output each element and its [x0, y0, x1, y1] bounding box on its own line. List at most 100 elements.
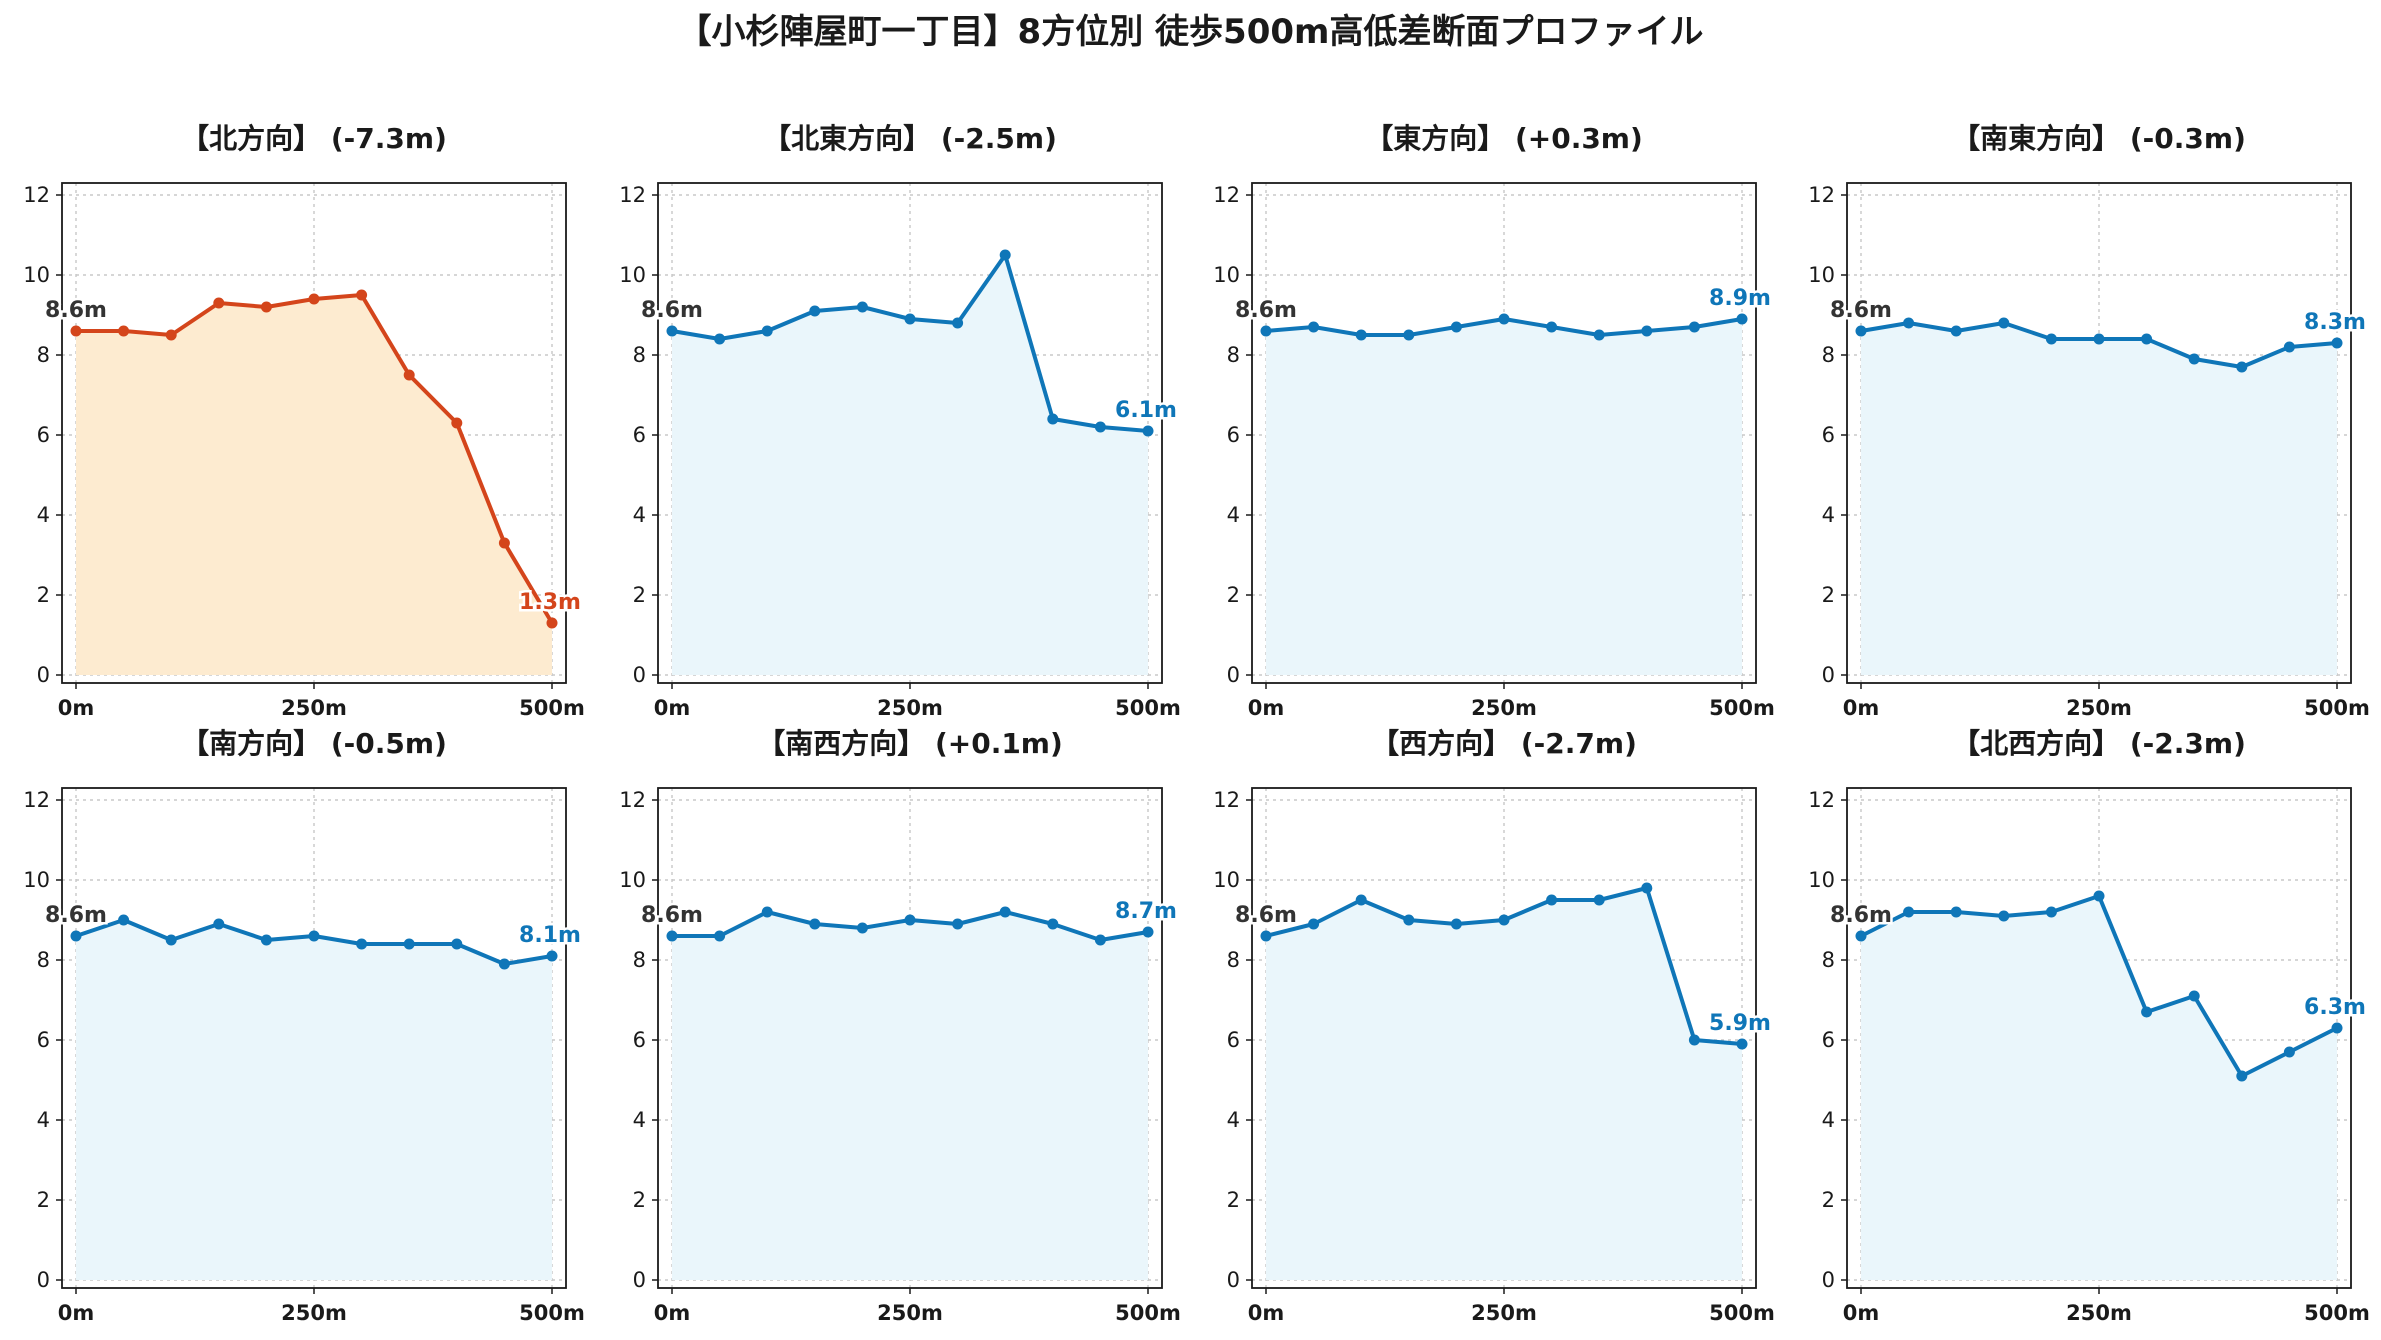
series-line — [76, 293, 554, 625]
data-point — [260, 934, 272, 946]
data-point — [809, 305, 821, 317]
x-tick-label: 250m — [1471, 1301, 1537, 1325]
series-line — [1265, 886, 1743, 1046]
y-tick-label: 2 — [37, 583, 50, 607]
data-point — [1593, 894, 1605, 906]
axes-frame — [657, 787, 1163, 1289]
axes-frame — [1846, 787, 2352, 1289]
panel-title: 【南東方向】 (-0.3m) — [1952, 122, 2246, 155]
data-point — [2093, 890, 2105, 902]
data-point — [403, 369, 415, 381]
y-tick-label: 12 — [619, 788, 646, 812]
data-point — [904, 313, 916, 325]
data-point — [714, 333, 726, 345]
y-tick-label: 6 — [1227, 423, 1240, 447]
series-line — [672, 910, 1149, 942]
y-tick-label: 0 — [633, 1268, 646, 1292]
data-point — [1260, 325, 1272, 337]
grid — [1847, 183, 2351, 683]
data-point — [1260, 930, 1272, 942]
start-value-label: 8.6m — [1235, 903, 1297, 928]
data-point — [308, 293, 320, 305]
x-tick-label: 500m — [1709, 696, 1775, 720]
series-line — [1265, 317, 1743, 337]
y-tick-label: 12 — [619, 183, 646, 207]
series-line — [75, 918, 553, 966]
y-tick-label: 12 — [23, 183, 50, 207]
y-tick-label: 6 — [1822, 423, 1835, 447]
data-point — [451, 417, 463, 429]
y-tick-label: 2 — [1822, 1188, 1835, 1212]
data-point — [1142, 425, 1154, 437]
data-point — [1688, 321, 1700, 333]
y-tick-label: 2 — [633, 1188, 646, 1212]
y-tick-label: 4 — [37, 503, 50, 527]
axes-frame — [1251, 182, 1757, 684]
data-point — [1998, 910, 2010, 922]
area-fill — [1266, 319, 1742, 675]
x-tick-label: 500m — [519, 696, 585, 720]
y-tick-label: 4 — [1822, 503, 1835, 527]
data-point — [999, 906, 1011, 918]
end-value-label: 8.9m — [1709, 286, 1771, 311]
data-point — [1950, 325, 1962, 337]
x-tick-label: 250m — [281, 1301, 347, 1325]
y-tick-label: 10 — [1213, 263, 1240, 287]
data-point — [856, 301, 868, 313]
x-tick-label: 0m — [654, 1301, 691, 1325]
y-tick-label: 4 — [1227, 1108, 1240, 1132]
data-point — [1355, 329, 1367, 341]
x-tick-label: 500m — [519, 1301, 585, 1325]
x-tick-label: 0m — [58, 696, 95, 720]
series-line — [1860, 321, 2338, 369]
y-tick-label: 8 — [633, 948, 646, 972]
area-fill — [672, 912, 1148, 1280]
data-point — [714, 930, 726, 942]
x-tick-label: 500m — [1709, 1301, 1775, 1325]
area-fill — [1861, 896, 2337, 1280]
y-tick-label: 12 — [1808, 788, 1835, 812]
y-tick-label: 6 — [37, 1028, 50, 1052]
panel-title: 【西方向】 (-2.7m) — [1371, 727, 1637, 760]
data-point — [2093, 333, 2105, 345]
series-line — [671, 253, 1149, 433]
data-point — [1047, 918, 1059, 930]
axes-frame — [1251, 787, 1757, 1289]
grid — [62, 183, 566, 683]
y-tick-label: 0 — [37, 663, 50, 687]
y-tick-label: 10 — [23, 263, 50, 287]
end-value-label: 8.1m — [519, 923, 581, 948]
data-point — [165, 934, 177, 946]
data-point — [498, 537, 510, 549]
data-point — [1450, 321, 1462, 333]
y-tick-label: 10 — [1808, 868, 1835, 892]
data-point — [118, 325, 130, 337]
x-tick-label: 250m — [877, 696, 943, 720]
y-tick-label: 0 — [1822, 663, 1835, 687]
y-tick-label: 8 — [1227, 948, 1240, 972]
panel-title: 【南西方向】 (+0.1m) — [757, 727, 1063, 760]
figure-title: 【小杉陣屋町一丁目】8方位別 徒歩500m高低差断面プロファイル — [677, 12, 1704, 52]
y-tick-label: 10 — [1808, 263, 1835, 287]
data-point — [2045, 333, 2057, 345]
x-tick-label: 500m — [1115, 696, 1181, 720]
data-point — [1498, 313, 1510, 325]
y-tick-label: 4 — [633, 1108, 646, 1132]
data-point — [2141, 333, 2153, 345]
data-point — [999, 249, 1011, 261]
data-point — [856, 922, 868, 934]
y-tick-label: 12 — [23, 788, 50, 812]
data-point — [70, 930, 82, 942]
y-tick-label: 4 — [37, 1108, 50, 1132]
data-point — [1094, 421, 1106, 433]
data-point — [356, 289, 368, 301]
y-tick-label: 0 — [37, 1268, 50, 1292]
axes-frame — [657, 182, 1163, 684]
y-tick-label: 8 — [633, 343, 646, 367]
area-fill — [1266, 888, 1742, 1280]
data-point — [165, 329, 177, 341]
data-point — [761, 906, 773, 918]
grid — [1847, 788, 2351, 1288]
